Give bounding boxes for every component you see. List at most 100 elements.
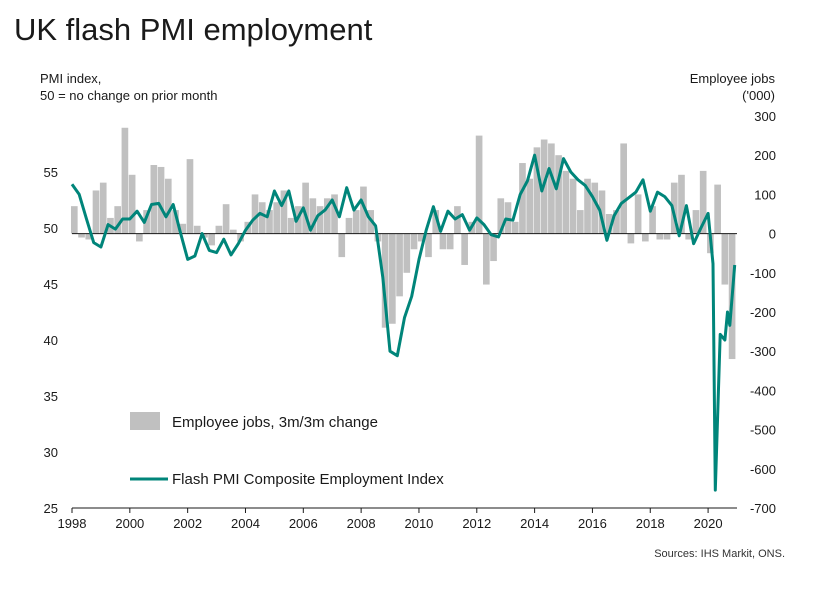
bar-3 xyxy=(92,190,100,234)
bar-14 xyxy=(172,210,179,234)
bar-39 xyxy=(352,210,360,234)
bar-2 xyxy=(85,233,93,240)
bar-37 xyxy=(338,233,346,258)
bar-36 xyxy=(331,194,338,234)
right-axis-label: Employee jobs ('000) xyxy=(690,70,775,104)
left-axis-label: PMI index, 50 = no change on prior month xyxy=(40,70,217,104)
x-tick-label-2006: 2006 xyxy=(289,516,318,531)
right-tick-label-200: 200 xyxy=(754,148,776,163)
bar-30 xyxy=(287,217,295,234)
x-tick-label-2014: 2014 xyxy=(520,516,549,531)
right-tick-label--200: -200 xyxy=(750,305,776,320)
bar-53 xyxy=(454,206,461,234)
bar-15 xyxy=(179,223,187,234)
x-tick-label-2000: 2000 xyxy=(115,516,144,531)
bar-0 xyxy=(70,206,78,234)
x-tick-label-2004: 2004 xyxy=(231,516,260,531)
bar-50 xyxy=(432,210,440,234)
bar-90 xyxy=(721,233,729,285)
bar-35 xyxy=(323,198,331,234)
bar-16 xyxy=(186,159,194,234)
bar-76 xyxy=(620,143,627,234)
bar-40 xyxy=(360,186,367,234)
bar-89 xyxy=(714,184,721,234)
x-tick-label-2010: 2010 xyxy=(404,516,433,531)
legend: Employee jobs, 3m/3m change Flash PMI Co… xyxy=(130,412,444,488)
bar-63 xyxy=(526,178,534,234)
bar-20 xyxy=(215,225,223,234)
bar-84 xyxy=(678,174,685,234)
bar-49 xyxy=(425,233,432,258)
right-tick-label--500: -500 xyxy=(750,423,776,438)
right-tick-label-0: 0 xyxy=(769,227,776,242)
bar-13 xyxy=(164,178,172,234)
right-axis-label-line2: ('000) xyxy=(742,88,775,103)
bar-70 xyxy=(576,210,584,234)
bar-56 xyxy=(475,135,483,234)
bar-11 xyxy=(150,165,158,234)
bar-69 xyxy=(569,178,577,234)
chart-title: UK flash PMI employment xyxy=(14,12,373,47)
bar-21 xyxy=(222,204,230,234)
x-tick-label-2018: 2018 xyxy=(636,516,665,531)
legend-label-line: Flash PMI Composite Employment Index xyxy=(172,471,444,488)
bar-17 xyxy=(193,225,201,234)
bar-78 xyxy=(634,194,642,234)
line-series-flash-pmi xyxy=(70,153,737,492)
legend-label-bar: Employee jobs, 3m/3m change xyxy=(172,414,378,431)
right-axis-label-line1: Employee jobs xyxy=(689,71,775,86)
bar-59 xyxy=(497,198,505,234)
bar-74 xyxy=(605,214,613,234)
x-tick-label-2002: 2002 xyxy=(173,516,202,531)
bar-28 xyxy=(273,202,281,234)
bar-72 xyxy=(591,182,599,234)
bar-80 xyxy=(649,206,656,234)
bar-48 xyxy=(417,233,425,242)
bar-77 xyxy=(627,233,635,244)
x-axis-ticks: 1998 2000 2002 2004 2006 2008 2010 2012 2014 2016… xyxy=(58,508,723,531)
bar-8 xyxy=(128,174,136,234)
bar-61 xyxy=(511,221,519,234)
bar-71 xyxy=(584,178,591,234)
bar-79 xyxy=(642,233,649,242)
x-tick-label-1998: 1998 xyxy=(58,516,87,531)
right-tick-label-300: 300 xyxy=(754,109,776,124)
right-tick-label--300: -300 xyxy=(750,344,776,359)
bar-19 xyxy=(208,233,215,246)
bar-86 xyxy=(692,210,700,234)
left-tick-label-35: 35 xyxy=(44,389,58,404)
bar-82 xyxy=(663,233,671,240)
left-axis-label-line1: PMI index, xyxy=(40,71,102,86)
right-tick-label--100: -100 xyxy=(750,266,776,281)
bar-32 xyxy=(302,182,309,234)
legend-swatch-bar xyxy=(130,412,160,430)
bar-58 xyxy=(490,233,497,262)
right-tick-label--700: -700 xyxy=(750,501,776,516)
right-tick-label--400: -400 xyxy=(750,383,776,398)
bar-57 xyxy=(482,233,490,285)
bar-26 xyxy=(258,202,266,234)
bar-45 xyxy=(396,233,403,297)
left-tick-label-25: 25 xyxy=(44,501,58,516)
left-axis-label-line2: 50 = no change on prior month xyxy=(40,88,218,103)
bar-7 xyxy=(121,127,129,234)
bar-44 xyxy=(389,233,396,324)
bar-1 xyxy=(78,233,85,238)
x-tick-label-2012: 2012 xyxy=(462,516,491,531)
bar-87 xyxy=(699,170,707,234)
bar-54 xyxy=(461,233,468,265)
right-tick-label-100: 100 xyxy=(754,187,776,202)
left-tick-label-40: 40 xyxy=(44,333,58,348)
left-axis-ticks: 25 30 35 40 45 50 55 xyxy=(44,165,58,516)
right-axis-ticks: -700 -600 -500 -400 -300 -200 -100 0 100 200 300 xyxy=(750,109,776,516)
bar-33 xyxy=(309,198,317,234)
bar-43 xyxy=(381,233,389,328)
bar-81 xyxy=(656,233,664,240)
bar-46 xyxy=(403,233,411,273)
bar-25 xyxy=(251,194,259,234)
bar-12 xyxy=(157,166,165,234)
bar-75 xyxy=(613,210,620,234)
bar-9 xyxy=(136,233,143,242)
bar-62 xyxy=(519,163,526,234)
bar-22 xyxy=(230,229,237,234)
